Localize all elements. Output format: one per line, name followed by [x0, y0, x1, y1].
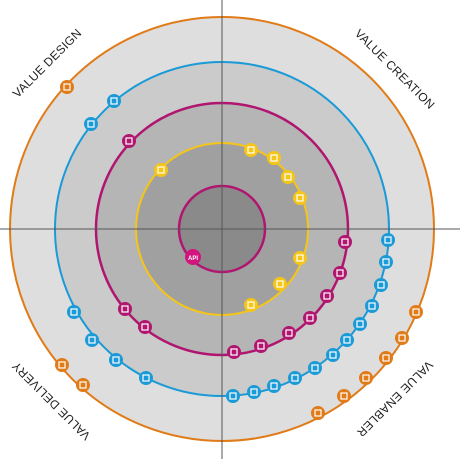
icon-dot — [85, 333, 99, 347]
icon-glyph — [384, 236, 392, 244]
icon-dot — [267, 379, 281, 393]
icon-glyph — [247, 301, 255, 309]
icon-glyph — [296, 194, 304, 202]
icon-glyph — [276, 280, 284, 288]
icons — [55, 80, 423, 420]
icon-dot — [303, 311, 317, 325]
icon-glyph — [382, 354, 390, 362]
icon-glyph — [110, 97, 118, 105]
icon-glyph — [398, 334, 406, 342]
icon-glyph — [270, 382, 278, 390]
icon-glyph — [125, 137, 133, 145]
icon-dot — [395, 331, 409, 345]
icon-glyph — [377, 281, 385, 289]
icon-glyph — [412, 308, 420, 316]
icon-glyph — [285, 329, 293, 337]
icon-dot — [122, 134, 136, 148]
icon-glyph — [382, 258, 390, 266]
icon-dot — [288, 371, 302, 385]
icon-glyph — [362, 374, 370, 382]
icon-dot — [226, 389, 240, 403]
icon-glyph — [323, 292, 331, 300]
icon-glyph — [88, 336, 96, 344]
icon-glyph — [314, 409, 322, 417]
icon-dot — [379, 351, 393, 365]
icon-dot — [359, 371, 373, 385]
icon-dot — [338, 235, 352, 249]
api-label: API — [188, 256, 198, 262]
icon-glyph — [343, 336, 351, 344]
icon-glyph — [340, 392, 348, 400]
icon-dot — [109, 353, 123, 367]
icon-dot — [254, 339, 268, 353]
icon-glyph — [70, 308, 78, 316]
icon-glyph — [142, 374, 150, 382]
icon-dot — [55, 358, 69, 372]
icon-glyph — [63, 83, 71, 91]
api-node — [185, 249, 201, 265]
icon-dot — [293, 191, 307, 205]
icon-dot — [293, 251, 307, 265]
icon-dot — [409, 305, 423, 319]
icon-glyph — [58, 361, 66, 369]
icon-dot — [365, 299, 379, 313]
icon-dot — [244, 298, 258, 312]
icon-glyph — [250, 388, 258, 396]
icon-glyph — [284, 173, 292, 181]
icon-glyph — [112, 356, 120, 364]
icon-dot — [308, 361, 322, 375]
icon-dot — [326, 348, 340, 362]
icon-glyph — [141, 323, 149, 331]
icon-glyph — [311, 364, 319, 372]
icon-dot — [374, 278, 388, 292]
icon-glyph — [157, 166, 165, 174]
icon-glyph — [121, 305, 129, 313]
icon-glyph — [341, 238, 349, 246]
icon-glyph — [230, 348, 238, 356]
icon-glyph — [247, 146, 255, 154]
icon-dot — [67, 305, 81, 319]
icon-dot — [60, 80, 74, 94]
icon-dot — [118, 302, 132, 316]
icon-glyph — [257, 342, 265, 350]
icon-dot — [340, 333, 354, 347]
icon-dot — [333, 266, 347, 280]
icon-dot — [247, 385, 261, 399]
icon-dot — [381, 233, 395, 247]
icon-glyph — [368, 302, 376, 310]
icon-glyph — [356, 320, 364, 328]
icon-dot — [76, 378, 90, 392]
icon-dot — [379, 255, 393, 269]
icon-dot — [281, 170, 295, 184]
icon-dot — [273, 277, 287, 291]
icon-dot — [227, 345, 241, 359]
icon-dot — [139, 371, 153, 385]
icon-dot — [154, 163, 168, 177]
icon-glyph — [291, 374, 299, 382]
icon-dot — [320, 289, 334, 303]
icon-glyph — [336, 269, 344, 277]
icon-dot — [267, 151, 281, 165]
icon-dot — [282, 326, 296, 340]
icon-dot — [107, 94, 121, 108]
icon-dot — [244, 143, 258, 157]
icon-dot — [84, 117, 98, 131]
icon-glyph — [329, 351, 337, 359]
icon-glyph — [229, 392, 237, 400]
icon-dot — [138, 320, 152, 334]
icon-dot — [337, 389, 351, 403]
icon-dot — [353, 317, 367, 331]
icon-dot — [311, 406, 325, 420]
icon-glyph — [296, 254, 304, 262]
icon-glyph — [306, 314, 314, 322]
icon-glyph — [270, 154, 278, 162]
icon-glyph — [87, 120, 95, 128]
icon-glyph — [79, 381, 87, 389]
